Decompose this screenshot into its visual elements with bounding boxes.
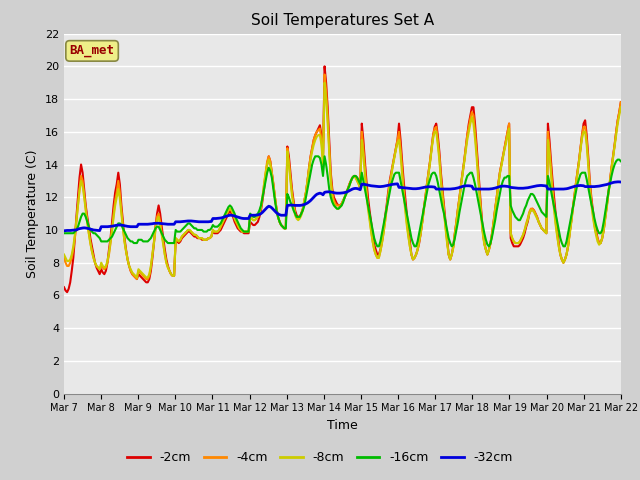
-2cm: [60, 284, 68, 290]
-32cm: [254, 212, 262, 218]
-2cm: [617, 99, 625, 105]
Text: BA_met: BA_met: [70, 44, 115, 58]
-16cm: [303, 186, 311, 192]
-16cm: [374, 243, 381, 249]
-16cm: [312, 154, 319, 159]
-8cm: [255, 211, 263, 216]
-4cm: [617, 99, 625, 105]
-4cm: [129, 271, 136, 277]
-16cm: [226, 203, 234, 208]
-2cm: [63, 289, 71, 295]
-4cm: [228, 207, 236, 213]
-4cm: [589, 211, 596, 216]
-8cm: [305, 167, 313, 172]
-32cm: [617, 179, 625, 185]
-32cm: [586, 184, 594, 190]
Line: -4cm: -4cm: [64, 74, 621, 279]
-16cm: [254, 211, 262, 216]
Y-axis label: Soil Temperature (C): Soil Temperature (C): [26, 149, 39, 278]
-32cm: [303, 200, 311, 206]
-8cm: [589, 214, 596, 220]
-16cm: [617, 158, 625, 164]
-8cm: [228, 207, 236, 213]
Line: -32cm: -32cm: [64, 182, 621, 231]
-4cm: [133, 276, 141, 282]
Legend: -2cm, -4cm, -8cm, -16cm, -32cm: -2cm, -4cm, -8cm, -16cm, -32cm: [122, 446, 518, 469]
-4cm: [305, 165, 313, 171]
-32cm: [244, 216, 252, 221]
-32cm: [129, 224, 136, 229]
-2cm: [589, 207, 596, 213]
-2cm: [130, 273, 138, 279]
Line: -16cm: -16cm: [64, 156, 621, 246]
-4cm: [60, 255, 68, 261]
-2cm: [246, 219, 254, 225]
-2cm: [305, 165, 313, 171]
-8cm: [133, 275, 141, 280]
-2cm: [228, 211, 236, 216]
-2cm: [255, 214, 263, 220]
-16cm: [129, 239, 136, 244]
-4cm: [321, 72, 328, 77]
-8cm: [60, 252, 68, 257]
-8cm: [617, 104, 625, 110]
-2cm: [321, 63, 328, 69]
-16cm: [244, 228, 252, 234]
-16cm: [589, 207, 596, 213]
-8cm: [321, 80, 328, 85]
Title: Soil Temperatures Set A: Soil Temperatures Set A: [251, 13, 434, 28]
-4cm: [246, 214, 254, 220]
-32cm: [614, 179, 621, 185]
-32cm: [60, 228, 68, 234]
-8cm: [129, 270, 136, 276]
-16cm: [60, 230, 68, 236]
Line: -2cm: -2cm: [64, 66, 621, 292]
-32cm: [226, 212, 234, 218]
Line: -8cm: -8cm: [64, 83, 621, 277]
-4cm: [255, 211, 263, 216]
-8cm: [246, 214, 254, 220]
X-axis label: Time: Time: [327, 419, 358, 432]
